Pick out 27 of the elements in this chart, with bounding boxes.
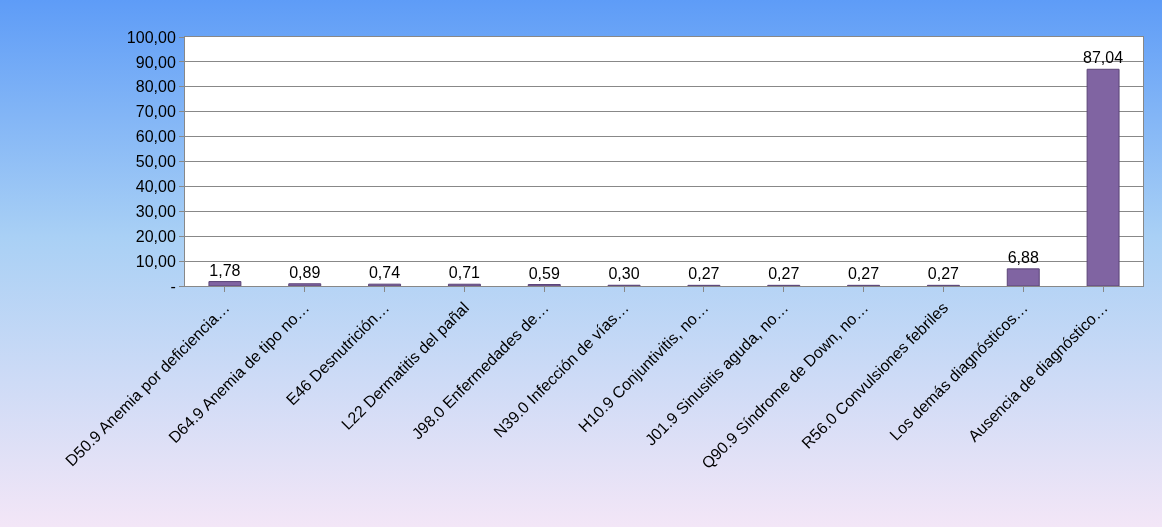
y-tick-label: 70,00 — [135, 103, 176, 121]
y-tick-label: 30,00 — [135, 202, 176, 220]
y-tick-label: 40,00 — [135, 178, 176, 195]
bar — [1086, 68, 1120, 286]
data-label: 0,27 — [927, 265, 960, 283]
y-tick-label: 60,00 — [135, 128, 176, 146]
data-label: 6,88 — [1007, 248, 1039, 266]
y-tick-label: 90,00 — [135, 53, 176, 71]
y-tick-label: - — [170, 277, 176, 295]
data-label: 1,78 — [209, 261, 241, 279]
y-tick-label: 10,00 — [135, 252, 176, 270]
bar — [288, 283, 322, 286]
data-label: 0,71 — [448, 264, 481, 282]
bar — [208, 281, 242, 286]
data-label: 87,04 — [1083, 49, 1124, 67]
data-label: 0,27 — [768, 265, 800, 283]
y-tick-label: 80,00 — [135, 78, 176, 96]
y-tick-label: 100,00 — [126, 28, 176, 46]
data-label: 0,89 — [289, 263, 321, 281]
bar — [1006, 268, 1040, 286]
data-label: 0,59 — [528, 264, 560, 282]
y-tick-label: 50,00 — [135, 153, 176, 171]
y-tick-label: 20,00 — [135, 227, 176, 245]
data-label: 0,27 — [688, 265, 720, 283]
data-label: 0,30 — [608, 265, 640, 283]
data-label: 0,27 — [847, 265, 880, 283]
data-label: 0,74 — [368, 264, 401, 282]
